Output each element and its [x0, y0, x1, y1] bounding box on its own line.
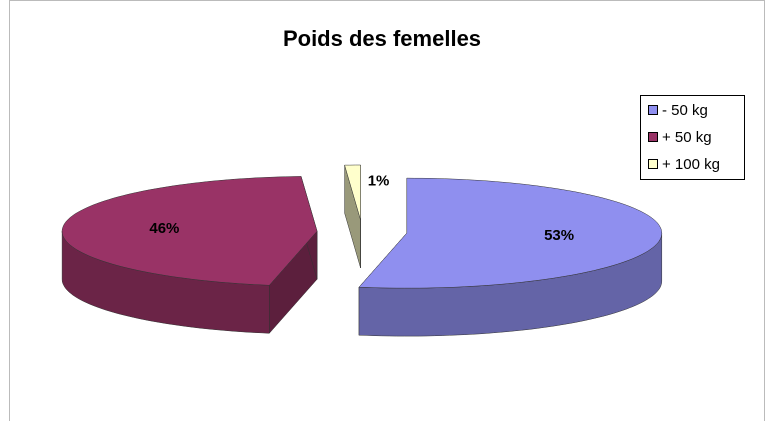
data-label: 53% [544, 227, 574, 244]
legend-label: + 50 kg [662, 129, 712, 146]
slice [61, 176, 318, 286]
legend-swatch [648, 159, 658, 169]
legend-label: - 50 kg [662, 102, 708, 119]
data-label: 1% [368, 172, 390, 189]
chart-title: Poids des femelles [283, 26, 481, 51]
slice [358, 177, 663, 289]
data-label: 46% [149, 220, 179, 237]
slice [344, 164, 361, 221]
legend-label: + 100 kg [662, 156, 720, 173]
legend-swatch [648, 132, 658, 142]
legend-swatch [648, 105, 658, 115]
